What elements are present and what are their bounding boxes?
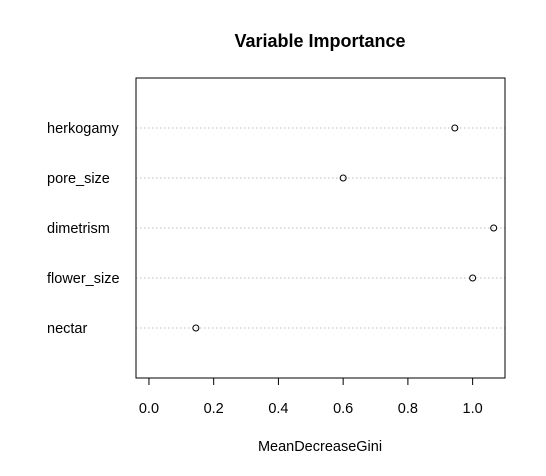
x-tick-label: 0.8 — [398, 401, 418, 417]
x-tick-label: 0.0 — [139, 401, 159, 417]
x-axis: 0.0 0.2 0.4 0.6 0.8 1.0 — [139, 377, 483, 417]
category-labels: herkogamy pore_size dimetrism flower_sizene… — [47, 121, 120, 337]
data-point-dimetrism — [490, 224, 498, 232]
data-point-nectar — [192, 324, 200, 332]
data-points — [192, 124, 498, 332]
chart-title: Variable Importance — [234, 31, 405, 51]
data-point-flower_size — [469, 274, 477, 282]
category-label-dimetrism: dimetrism — [47, 221, 110, 237]
category-label-herkogamy: herkogamy — [47, 121, 119, 137]
category-label-nectar: nectar — [47, 321, 87, 337]
gridlines — [136, 127, 505, 329]
x-tick-label: 0.4 — [268, 401, 288, 417]
x-tick-label: 0.6 — [333, 401, 353, 417]
category-label-flower_size: flower_size — [47, 271, 120, 287]
x-tick-label: 0.2 — [204, 401, 224, 417]
data-point-herkogamy — [451, 124, 459, 132]
x-tick-label: 1.0 — [463, 401, 483, 417]
data-point-pore_size — [339, 174, 347, 182]
x-axis-label: MeanDecreaseGini — [258, 439, 382, 455]
category-label-pore_size: pore_size — [47, 171, 110, 187]
